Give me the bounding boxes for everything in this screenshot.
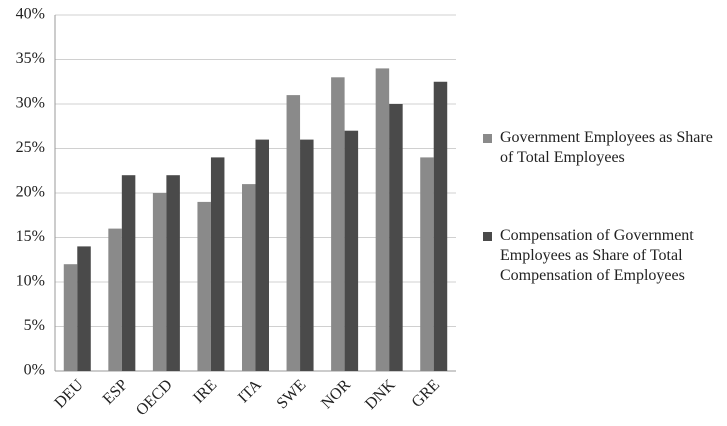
bar xyxy=(255,139,269,371)
y-tick-label: 25% xyxy=(16,139,45,156)
bar xyxy=(77,246,91,371)
legend-swatch xyxy=(483,232,492,241)
y-tick-label: 10% xyxy=(16,273,45,290)
bar xyxy=(433,81,448,371)
bar xyxy=(242,184,256,371)
bar xyxy=(166,175,180,371)
bar xyxy=(344,130,359,371)
bar xyxy=(331,77,345,372)
bar xyxy=(152,193,167,371)
bar xyxy=(63,264,78,371)
y-tick-label: 15% xyxy=(16,228,45,245)
x-tick-label: ESP xyxy=(100,376,132,408)
bar xyxy=(420,157,434,371)
x-tick-label: SWE xyxy=(274,376,310,412)
x-tick-label: DNK xyxy=(362,376,399,413)
x-tick-label: ITA xyxy=(235,376,265,406)
bar xyxy=(121,175,136,371)
x-tick-label: NOR xyxy=(318,376,354,412)
bar xyxy=(375,68,390,372)
y-tick-label: 5% xyxy=(24,317,45,334)
legend-swatch xyxy=(483,134,492,143)
bar xyxy=(108,228,122,371)
y-tick-label: 0% xyxy=(24,362,45,379)
legend-item: Compensation of Government Employees as … xyxy=(483,226,723,286)
legend-label: Compensation of Government Employees as … xyxy=(500,227,694,284)
y-tick-label: 30% xyxy=(16,95,45,112)
x-tick-label: DEU xyxy=(51,376,87,412)
y-tick-label: 20% xyxy=(16,184,45,201)
bar xyxy=(389,104,403,371)
y-tick-label: 40% xyxy=(16,6,45,23)
bar xyxy=(286,95,301,371)
legend-item: Government Employees as Share of Total E… xyxy=(483,128,723,168)
legend-label: Government Employees as Share of Total E… xyxy=(500,129,713,166)
y-tick-label: 35% xyxy=(16,50,45,67)
x-tick-label: IRE xyxy=(190,376,220,406)
bar xyxy=(210,157,225,371)
x-tick-label: OECD xyxy=(133,376,176,419)
x-tick-label: GRE xyxy=(408,376,443,411)
bar xyxy=(197,201,211,371)
bar xyxy=(300,139,314,371)
